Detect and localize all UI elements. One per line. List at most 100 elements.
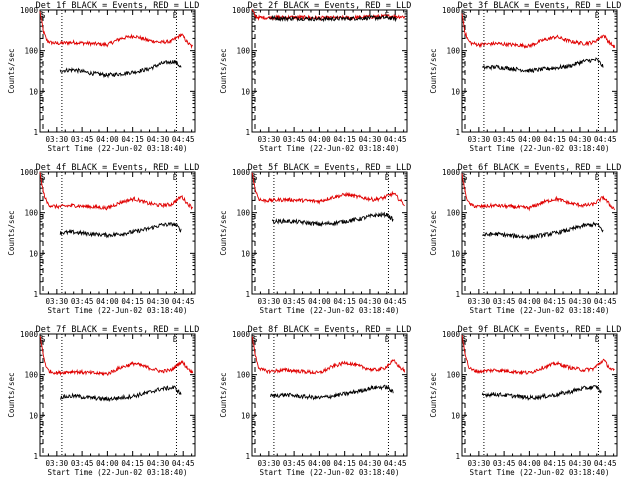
x-axis-label: Start Time (22-Jun-02 03:18:40)	[260, 468, 400, 477]
y-tick-label: 10	[29, 249, 39, 258]
x-tick-label: 03:45	[71, 297, 94, 306]
x-axis-label: Start Time (22-Jun-02 03:18:40)	[48, 306, 188, 315]
start-flag: S	[253, 335, 258, 344]
y-tick-label: 100	[24, 209, 38, 218]
events-series-line	[481, 385, 602, 401]
y-tick-label: 10	[241, 87, 251, 96]
y-tick-label: 100	[446, 47, 460, 56]
x-tick-label: 03:30	[46, 459, 69, 468]
y-tick-label: 1000	[20, 168, 39, 177]
x-tick-label: 04:00	[96, 459, 119, 468]
plot-frame	[39, 9, 196, 133]
x-tick-label: 04:00	[518, 297, 541, 306]
x-tick-label: 03:30	[468, 297, 491, 306]
y-tick-label: 10	[29, 411, 39, 420]
start-flag: S	[41, 11, 46, 20]
y-tick-label: 10	[451, 87, 461, 96]
y-tick-label: 1000	[232, 330, 251, 339]
x-tick-label: 04:45	[172, 135, 195, 144]
end-flag: E	[173, 11, 178, 20]
y-tick-label: 100	[236, 47, 250, 56]
y-tick-label: 1000	[20, 6, 39, 15]
x-tick-label: 03:45	[71, 459, 94, 468]
events-series-line	[268, 14, 398, 23]
x-tick-label: 04:30	[359, 135, 382, 144]
events-series-line	[59, 60, 182, 79]
x-tick-label: 04:30	[359, 297, 382, 306]
y-tick-label: 100	[236, 371, 250, 380]
x-tick-label: 04:00	[308, 297, 331, 306]
chart-title: Det 8f BLACK = Events, RED = LLD	[248, 325, 412, 335]
y-axis-label: Counts/sec	[219, 48, 228, 93]
y-tick-label: 1	[245, 452, 250, 461]
x-tick-label: 03:30	[258, 459, 281, 468]
end-flag: E	[595, 335, 600, 344]
events-series-line	[270, 384, 394, 401]
x-tick-label: 03:30	[258, 135, 281, 144]
x-tick-label: 04:15	[121, 297, 144, 306]
chart-panel: Det 2f BLACK = Events, RED = LLD 1 10 100 10…	[219, 1, 411, 153]
chart-title: Det 1f BLACK = Events, RED = LLD	[36, 1, 200, 11]
x-tick-label: 04:15	[543, 297, 566, 306]
chart-title: Det 4f BLACK = Events, RED = LLD	[36, 163, 200, 173]
y-axis-label: Counts/sec	[7, 48, 16, 93]
chart-panel: Det 7f BLACK = Events, RED = LLD 1 10 100 10…	[7, 325, 199, 477]
chart-title: Det 7f BLACK = Events, RED = LLD	[36, 325, 200, 335]
plot-frame	[251, 171, 408, 295]
y-axis-label: Counts/sec	[429, 372, 438, 417]
start-flag: S	[463, 335, 468, 344]
x-tick-label: 03:30	[468, 135, 491, 144]
x-tick-label: 04:15	[121, 459, 144, 468]
start-flag: S	[463, 11, 468, 20]
lld-series-line	[251, 172, 405, 207]
chart-panel: Det 8f BLACK = Events, RED = LLD 1 10 100 10…	[219, 325, 411, 477]
y-tick-label: 1000	[442, 330, 461, 339]
lld-series-line	[39, 11, 193, 49]
y-tick-label: 10	[451, 249, 461, 258]
lld-series-line	[39, 336, 194, 377]
x-tick-label: 04:15	[333, 135, 356, 144]
y-axis-label: Counts/sec	[429, 48, 438, 93]
x-axis-label: Start Time (22-Jun-02 03:18:40)	[48, 144, 188, 153]
x-tick-label: 03:45	[71, 135, 94, 144]
plot-frame	[461, 333, 618, 457]
y-tick-label: 1	[455, 290, 460, 299]
x-tick-label: 04:00	[308, 459, 331, 468]
y-tick-label: 10	[451, 411, 461, 420]
events-series-line	[482, 57, 604, 73]
lld-series-line	[461, 173, 616, 212]
lld-series-line	[39, 171, 194, 211]
x-axis-label: Start Time (22-Jun-02 03:18:40)	[260, 306, 400, 315]
chart-panel: Det 6f BLACK = Events, RED = LLD 1 10 100 10…	[429, 163, 621, 315]
x-tick-label: 04:30	[359, 459, 382, 468]
y-tick-label: 10	[241, 411, 251, 420]
x-axis-label: Start Time (22-Jun-02 03:18:40)	[48, 468, 188, 477]
x-tick-label: 04:45	[594, 297, 617, 306]
chart-title: Det 3f BLACK = Events, RED = LLD	[458, 1, 622, 11]
chart-panel: Det 5f BLACK = Events, RED = LLD 1 10 100 10…	[219, 163, 411, 315]
chart-panel: Det 4f BLACK = Events, RED = LLD 1 10 100 10…	[7, 163, 199, 315]
y-tick-label: 1000	[442, 6, 461, 15]
events-series-line	[481, 221, 604, 241]
x-tick-label: 04:45	[172, 459, 195, 468]
x-tick-label: 03:30	[468, 459, 491, 468]
y-tick-label: 1	[455, 452, 460, 461]
y-tick-label: 1	[455, 128, 460, 137]
lld-series-line	[251, 336, 406, 375]
x-tick-label: 04:30	[147, 135, 170, 144]
events-series-line	[271, 211, 394, 228]
start-flag: S	[41, 173, 46, 182]
x-tick-label: 03:45	[283, 459, 306, 468]
y-tick-label: 100	[446, 209, 460, 218]
chart-title: Det 5f BLACK = Events, RED = LLD	[248, 163, 412, 173]
lld-series-line	[461, 13, 616, 49]
y-tick-label: 1000	[232, 168, 251, 177]
end-flag: E	[385, 173, 390, 182]
end-flag: E	[595, 173, 600, 182]
x-tick-label: 04:30	[569, 297, 592, 306]
y-tick-label: 1000	[442, 168, 461, 177]
plot-frame	[39, 171, 196, 295]
y-axis-label: Counts/sec	[219, 372, 228, 417]
x-tick-label: 03:45	[283, 297, 306, 306]
chart-title: Det 2f BLACK = Events, RED = LLD	[248, 1, 412, 11]
